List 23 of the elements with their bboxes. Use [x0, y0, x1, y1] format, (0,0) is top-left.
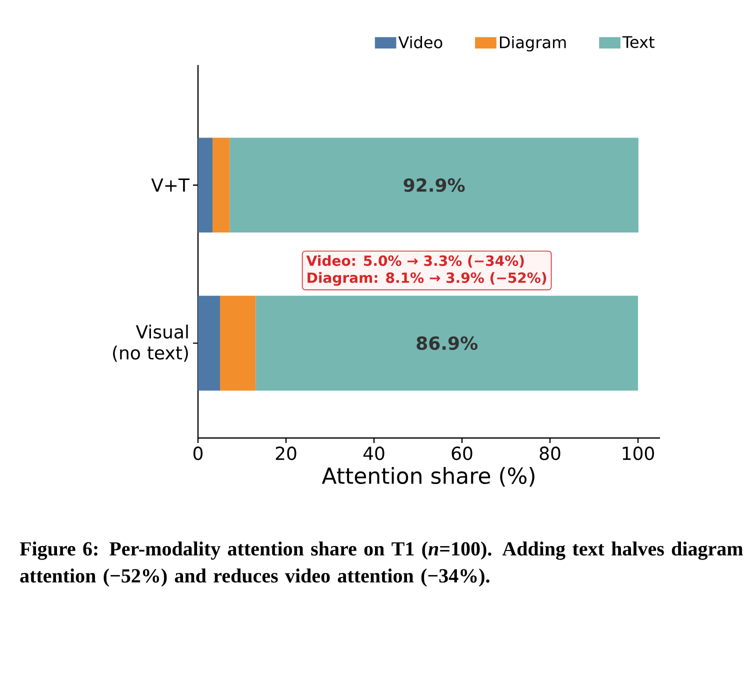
x-axis-title: Attention share (%): [322, 467, 534, 487]
x-tick-label: 0: [193, 446, 203, 460]
x-tick-label: 80: [540, 446, 560, 460]
x-tick-label: 20: [276, 446, 296, 460]
bar: [220, 296, 256, 391]
legend-label: Video: [398, 36, 442, 48]
data-label: 92.9%: [404, 178, 465, 192]
data-label: 86.9%: [416, 336, 478, 350]
x-tick-label: 40: [363, 446, 384, 460]
annotation: Video: 5.0% → 3.3% (−34%): [306, 255, 524, 268]
y-tick-label: V+T: [151, 178, 190, 192]
annotation: Diagram: 8.1% → 3.9% (−52%): [308, 272, 546, 286]
legend-label: Diagram: [500, 36, 566, 52]
bar: [198, 296, 220, 391]
bar: [256, 296, 638, 391]
caption: Figure 6: Per-modality attention share on T1 (n=100). Adding text halves diagram attention (−52%) and reduces video attention (−34%).: [20, 542, 743, 587]
bar: [230, 138, 638, 233]
bar: [212, 138, 230, 233]
x-tick-label: 100: [622, 446, 654, 460]
x-tick-label: 60: [452, 446, 472, 460]
bar: [198, 138, 213, 233]
y-tick-label: Visual (no text): [113, 324, 188, 362]
legend-label: Text: [622, 36, 654, 48]
